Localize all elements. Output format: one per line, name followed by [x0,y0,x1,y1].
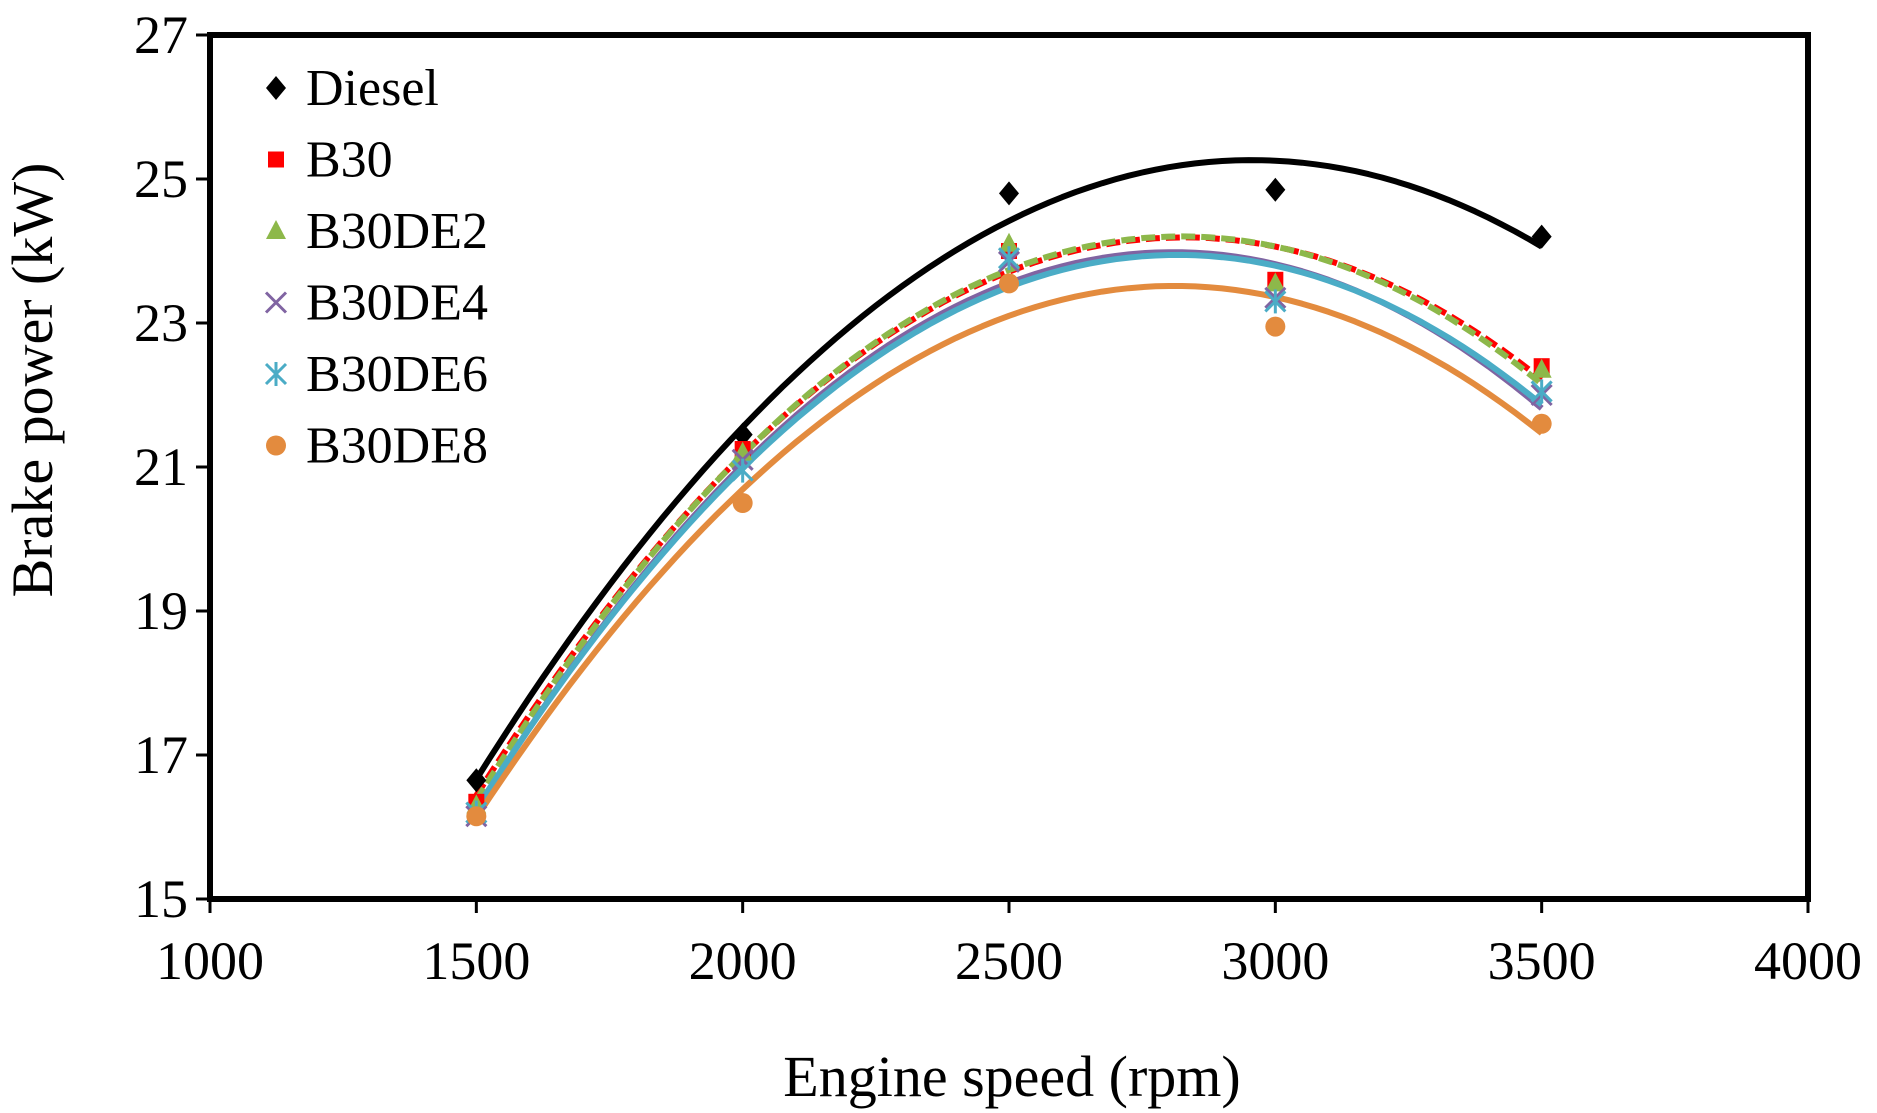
x-tick-label: 3000 [1221,931,1329,991]
point-b30de8-3500 [1531,413,1552,434]
axes: 1000 1500 2000 2500 3000 3500 4000 15 17 19 21 23 25… [134,5,1862,991]
y-tick-label: 23 [134,293,188,353]
x-tick-label: 1000 [156,931,264,991]
legend-label-b30de6: B30DE6 [306,346,488,403]
x-tick-label: 3500 [1488,931,1596,991]
point-b30de6-2000 [731,458,754,483]
legend-marker-b30de6 [264,362,288,386]
x-tick-label: 1500 [422,931,530,991]
x-tick-label: 4000 [1754,931,1862,991]
point-b30de8-3000 [1265,316,1286,337]
point-b30de8-2000 [732,493,753,513]
point-b30de2-3500 [1531,358,1552,378]
legend-marker-diesel [266,76,286,100]
y-tick-label: 15 [134,869,188,929]
point-b30de6-2500 [997,246,1021,271]
point-diesel-2500 [999,181,1019,206]
point-b30de2-2500 [999,232,1019,252]
point-b30de2-3000 [1265,272,1286,292]
legend: Diesel B30 B30DE2 B30DE4 B30DE6 B30DE8 [264,60,488,475]
y-tick-label: 19 [134,581,188,641]
trendline-b30de2 [473,233,1544,802]
legend-label-b30de4: B30DE4 [306,275,488,332]
y-tick-label: 27 [134,5,188,65]
point-b30de6-3500 [1530,379,1553,404]
y-axis-title: Brake power (kW) [0,163,65,598]
data-points [465,177,1553,828]
y-tick-label: 21 [134,437,188,497]
legend-marker-b30 [268,151,284,168]
trendline-b30de6 [473,251,1544,811]
legend-label-b30de8: B30DE8 [306,418,488,475]
point-b30de8-2500 [999,273,1019,294]
x-tick-label: 2000 [689,931,797,991]
point-diesel-3500 [1531,224,1552,249]
x-tick-label: 2500 [955,931,1063,991]
x-axis-title: Engine speed (rpm) [783,1044,1240,1109]
trendline-b30de8 [473,283,1544,820]
legend-marker-b30de8 [266,435,286,456]
legend-marker-b30de4 [264,291,288,314]
legend-label-diesel: Diesel [306,60,439,117]
point-diesel-1500 [466,768,487,793]
y-tick-label: 25 [134,149,188,209]
y-tick-label: 17 [134,725,188,785]
legend-marker-b30de2 [266,220,286,239]
point-diesel-2000 [732,422,753,447]
legend-label-b30de2: B30DE2 [306,203,488,260]
point-b30de8-1500 [466,806,487,827]
point-diesel-3000 [1265,177,1286,202]
legend-label-b30: B30 [306,132,393,189]
trendline-b30 [473,234,1544,798]
point-b30de6-3000 [1264,289,1287,314]
trendline-diesel [473,157,1544,781]
